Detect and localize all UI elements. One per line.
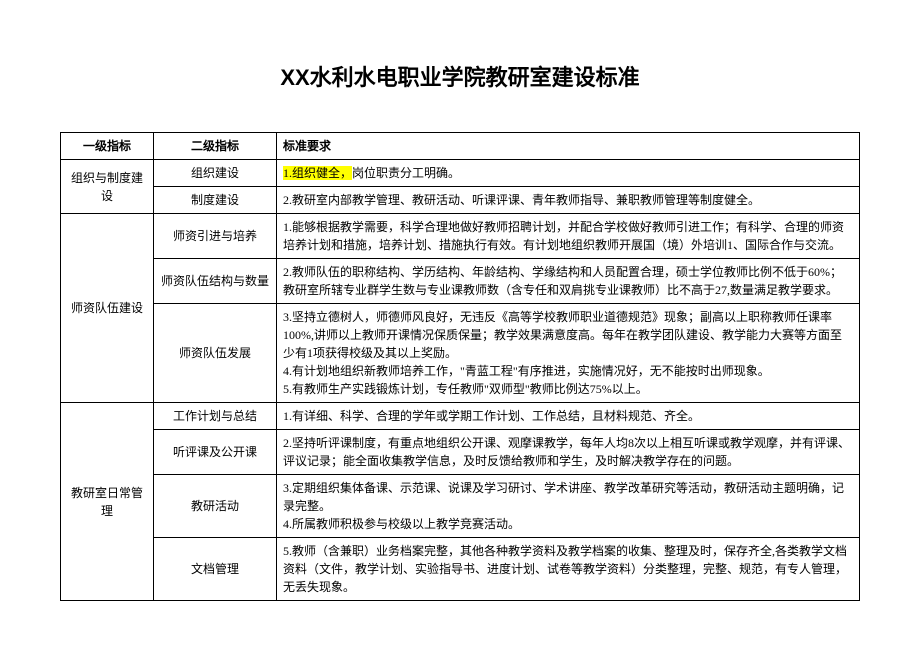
level2-cell: 文档管理 bbox=[154, 538, 277, 601]
req-cell: 2.教师队伍的职称结构、学历结构、年龄结构、学缘结构和人员配置合理，硕士学位教师… bbox=[277, 259, 860, 304]
level2-cell: 工作计划与总结 bbox=[154, 403, 277, 430]
level1-cell: 教研室日常管理 bbox=[61, 403, 154, 601]
table-row: 教研室日常管理 工作计划与总结 1.有详细、科学、合理的学年或学期工作计划、工作… bbox=[61, 403, 860, 430]
req-cell: 1.有详细、科学、合理的学年或学期工作计划、工作总结，且材料规范、齐全。 bbox=[277, 403, 860, 430]
table-row: 教研活动 3.定期组织集体备课、示范课、说课及学习研讨、学术讲座、教学改革研究等… bbox=[61, 475, 860, 538]
level2-cell: 听评课及公开课 bbox=[154, 430, 277, 475]
page-title: XX水利水电职业学院教研室建设标准 bbox=[60, 60, 860, 92]
header-col3: 标准要求 bbox=[277, 133, 860, 160]
table-row: 师资队伍建设 师资引进与培养 1.能够根据教学需要，科学合理地做好教师招聘计划，… bbox=[61, 214, 860, 259]
req-text: 岗位职责分工明确。 bbox=[352, 166, 460, 180]
level2-cell: 师资引进与培养 bbox=[154, 214, 277, 259]
table-row: 组织与制度建设 组织建设 1.组织健全，岗位职责分工明确。 bbox=[61, 160, 860, 187]
table-row: 听评课及公开课 2.坚持听评课制度，有重点地组织公开课、观摩课教学，每年人均8次… bbox=[61, 430, 860, 475]
req-cell: 3.定期组织集体备课、示范课、说课及学习研讨、学术讲座、教学改革研究等活动，教研… bbox=[277, 475, 860, 538]
table-header-row: 一级指标 二级指标 标准要求 bbox=[61, 133, 860, 160]
req-cell: 1.能够根据教学需要，科学合理地做好教师招聘计划，并配合学校做好教师引进工作；有… bbox=[277, 214, 860, 259]
header-col1: 一级指标 bbox=[61, 133, 154, 160]
table-row: 师资队伍结构与数量 2.教师队伍的职称结构、学历结构、年龄结构、学缘结构和人员配… bbox=[61, 259, 860, 304]
table-row: 制度建设 2.教研室内部教学管理、教研活动、听课评课、青年教师指导、兼职教师管理… bbox=[61, 187, 860, 214]
highlight-text: 1.组织健全， bbox=[283, 166, 352, 180]
level2-cell: 师资队伍发展 bbox=[154, 304, 277, 403]
table-row: 文档管理 5.教师（含兼职）业务档案完整，其他各种教学资料及教学档案的收集、整理… bbox=[61, 538, 860, 601]
level2-cell: 师资队伍结构与数量 bbox=[154, 259, 277, 304]
standards-table: 一级指标 二级指标 标准要求 组织与制度建设 组织建设 1.组织健全，岗位职责分… bbox=[60, 132, 860, 601]
req-cell: 3.坚持立德树人，师德师风良好，无违反《高等学校教师职业道德规范》现象；副高以上… bbox=[277, 304, 860, 403]
table-row: 师资队伍发展 3.坚持立德树人，师德师风良好，无违反《高等学校教师职业道德规范》… bbox=[61, 304, 860, 403]
req-cell: 5.教师（含兼职）业务档案完整，其他各种教学资料及教学档案的收集、整理及时，保存… bbox=[277, 538, 860, 601]
level1-cell: 师资队伍建设 bbox=[61, 214, 154, 403]
req-cell: 1.组织健全，岗位职责分工明确。 bbox=[277, 160, 860, 187]
level2-cell: 制度建设 bbox=[154, 187, 277, 214]
req-cell: 2.坚持听评课制度，有重点地组织公开课、观摩课教学，每年人均8次以上相互听课或教… bbox=[277, 430, 860, 475]
level2-cell: 教研活动 bbox=[154, 475, 277, 538]
level2-cell: 组织建设 bbox=[154, 160, 277, 187]
level1-cell: 组织与制度建设 bbox=[61, 160, 154, 214]
header-col2: 二级指标 bbox=[154, 133, 277, 160]
req-cell: 2.教研室内部教学管理、教研活动、听课评课、青年教师指导、兼职教师管理等制度健全… bbox=[277, 187, 860, 214]
